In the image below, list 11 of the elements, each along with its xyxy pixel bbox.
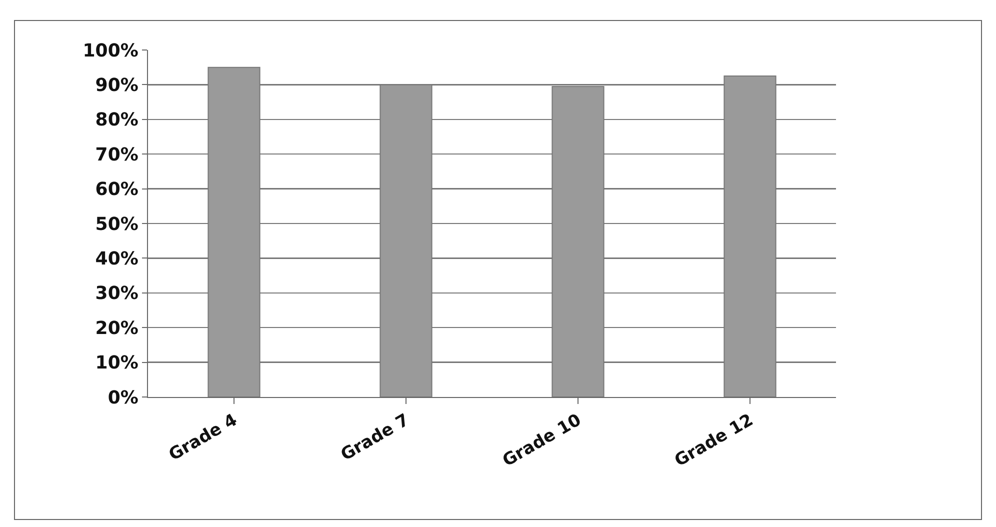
y-tick-label: 0% xyxy=(108,387,138,408)
y-tick-label: 40% xyxy=(95,248,138,270)
y-tick-label: 90% xyxy=(95,75,138,96)
y-tick-label: 30% xyxy=(95,283,138,304)
y-tick-label: 80% xyxy=(95,110,138,131)
y-tick-label: 100% xyxy=(82,40,138,62)
y-tick-label: 50% xyxy=(95,214,138,235)
y-tick-label: 10% xyxy=(95,352,138,374)
y-tick-label: 60% xyxy=(95,179,138,200)
y-tick-label: 20% xyxy=(95,318,138,339)
y-tick-label: 70% xyxy=(95,144,138,166)
